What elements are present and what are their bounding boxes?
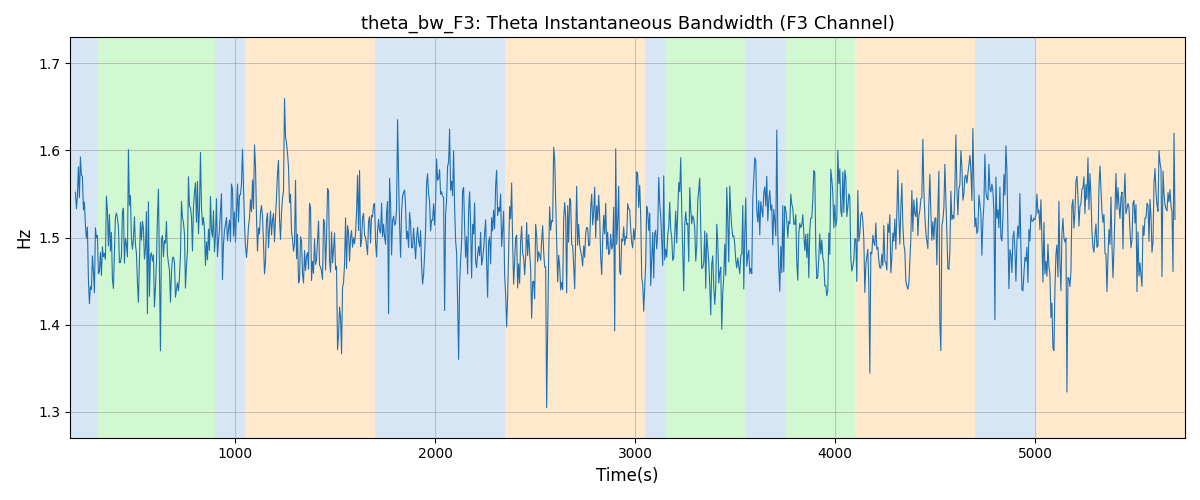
Bar [646,38,665,438]
Bar [976,38,1036,438]
Bar [376,38,505,438]
Title: theta_bw_F3: Theta Instantaneous Bandwidth (F3 Channel): theta_bw_F3: Theta Instantaneous Bandwid… [361,15,895,34]
X-axis label: Time(s): Time(s) [596,467,659,485]
Bar [71,38,97,438]
Bar [665,38,745,438]
Bar [215,38,245,438]
Bar [1075,38,1184,438]
Bar [856,38,976,438]
Y-axis label: Hz: Hz [14,227,32,248]
Bar [505,38,646,438]
Bar [245,38,376,438]
Bar [1036,38,1075,438]
Bar [785,38,856,438]
Bar [97,38,215,438]
Bar [745,38,785,438]
